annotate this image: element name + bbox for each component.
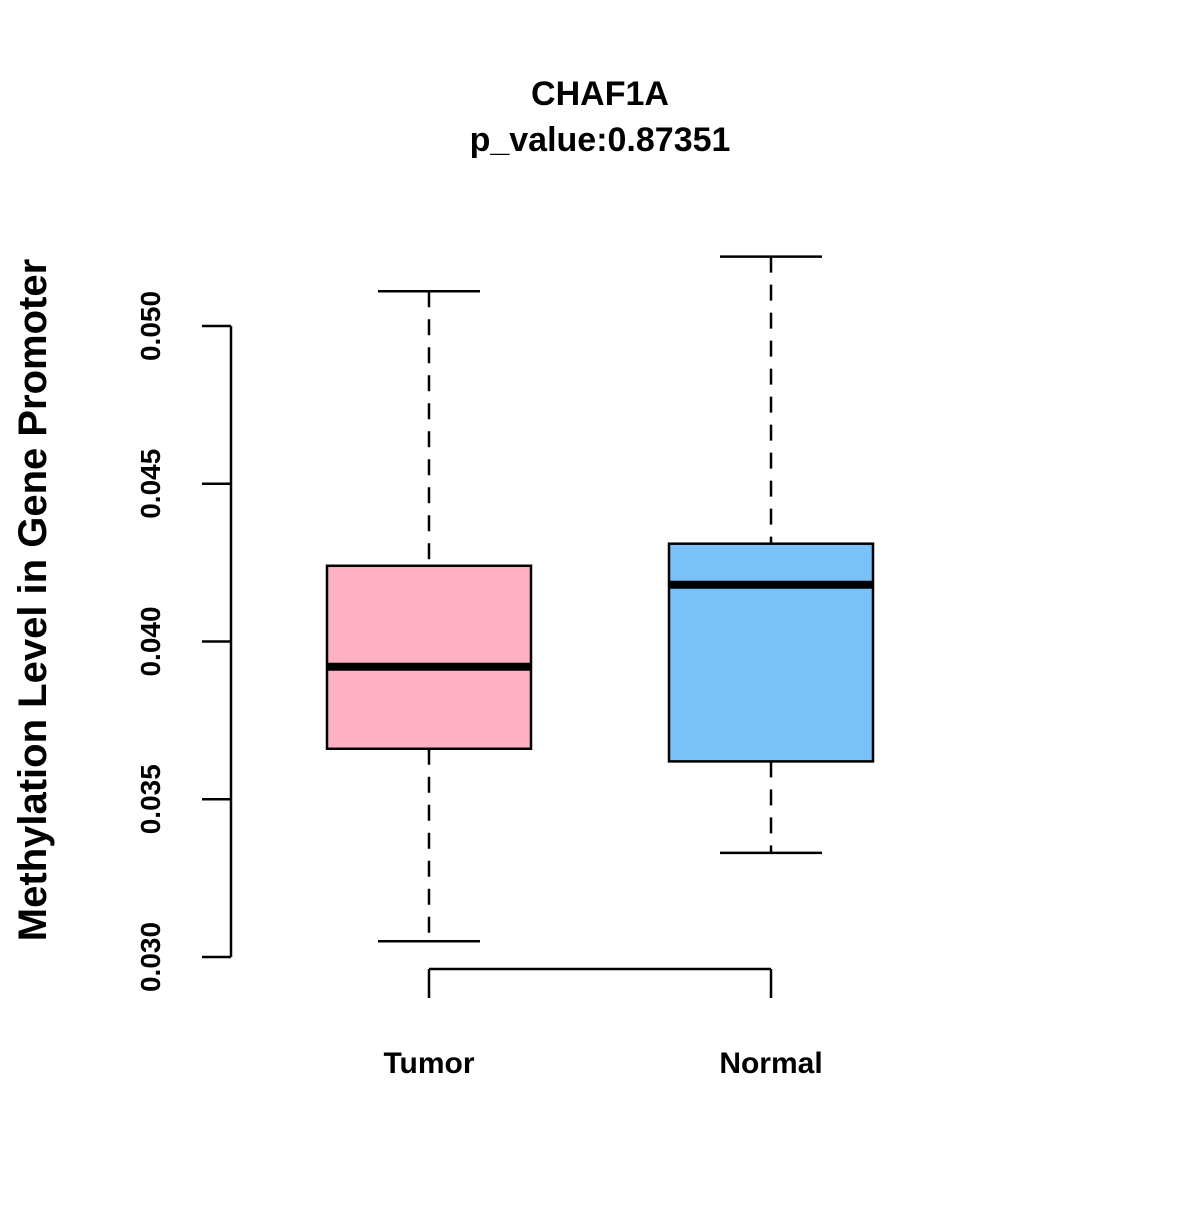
chart-title: CHAF1A: [531, 75, 669, 113]
y-tick-label: 0.050: [135, 291, 166, 361]
iqr-box: [325, 564, 533, 751]
y-tick-label: 0.035: [135, 764, 166, 834]
y-tick-label: 0.030: [135, 922, 166, 992]
y-tick-label: 0.040: [135, 606, 166, 676]
box-series: [325, 255, 875, 943]
x-tick-label: Tumor: [383, 1047, 474, 1080]
box-tumor: [325, 290, 533, 943]
box-normal: [667, 255, 875, 855]
iqr-box: [667, 542, 875, 763]
y-axis-title: Methylation Level in Gene Promoter: [11, 259, 55, 941]
x-axis: Tumor Normal: [383, 967, 823, 1080]
x-tick-label: Normal: [719, 1047, 822, 1080]
chart-subtitle: p_value:0.87351: [470, 121, 731, 159]
y-axis: 0.030 0.035 0.040 0.045 0.050: [135, 291, 233, 992]
y-tick-label: 0.045: [135, 449, 166, 519]
